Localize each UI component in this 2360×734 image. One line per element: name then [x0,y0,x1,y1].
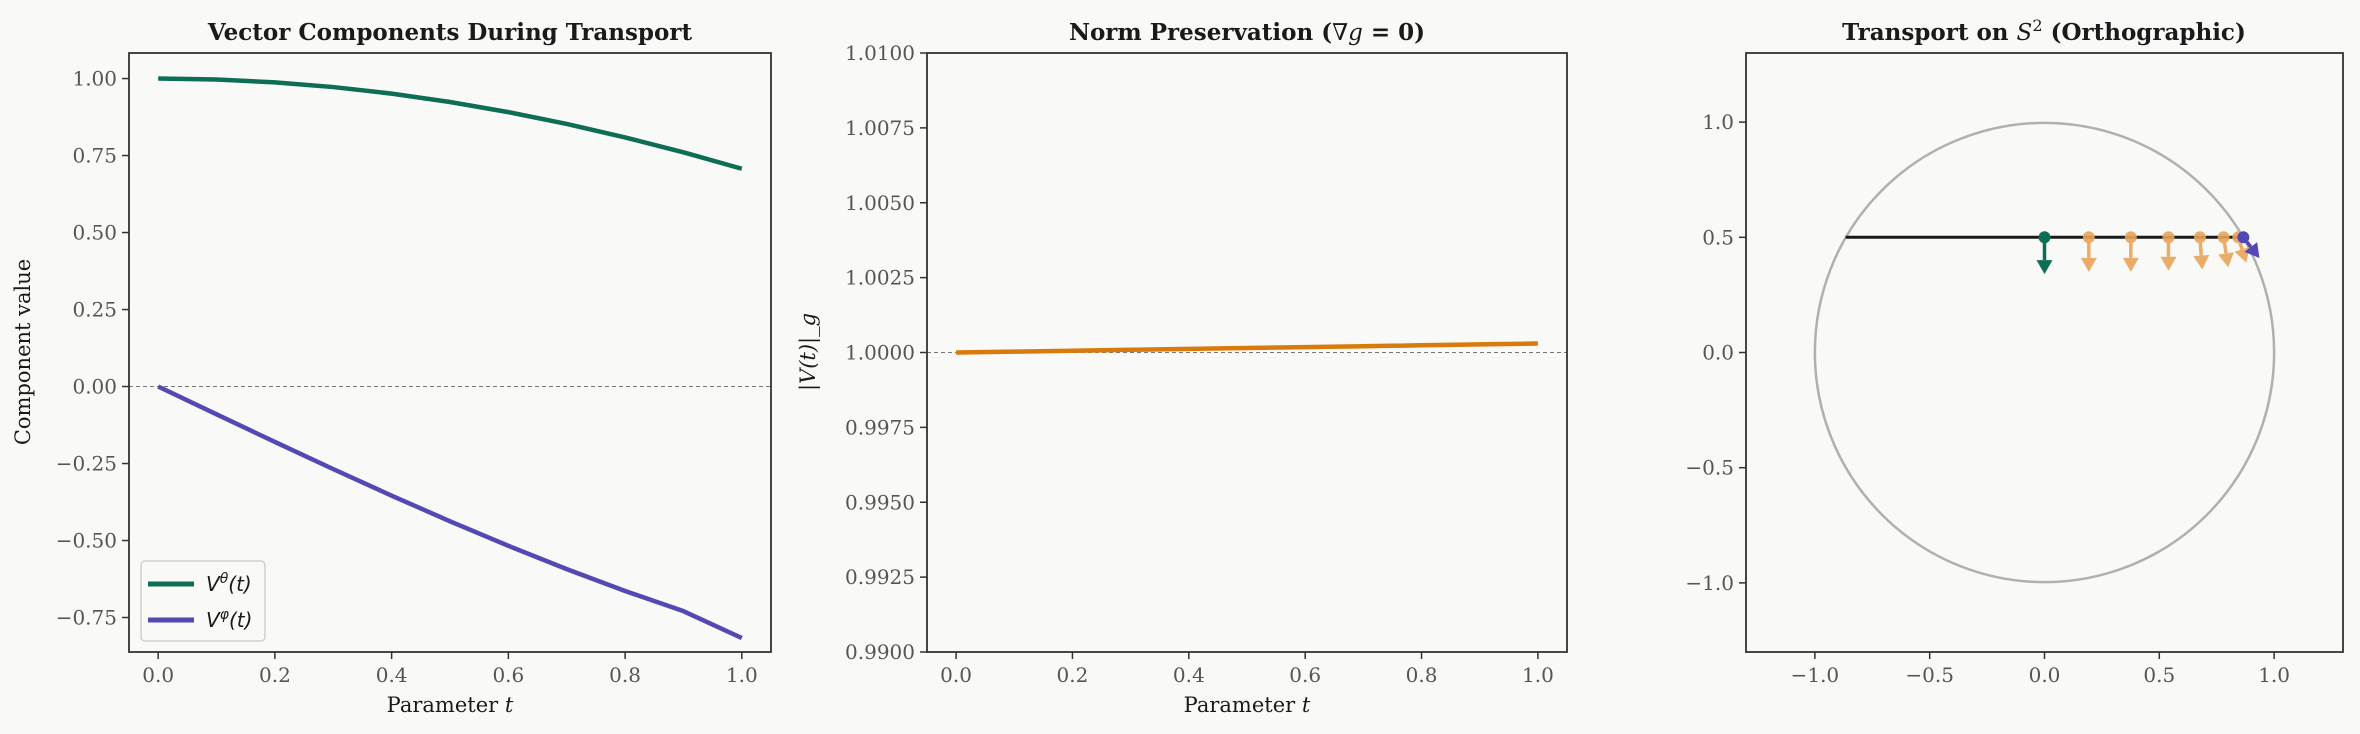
transported-vector [2217,231,2234,268]
x-tick-label: 0.2 [259,663,291,687]
transported-vector [2193,231,2210,270]
panel-vector-components: Vector Components During Transport Param… [11,19,772,717]
panel-title: Norm Preservation (∇g = 0) [1069,19,1425,46]
y-tick-label: 0.9900 [845,640,915,664]
vector-arrowhead [2244,242,2260,259]
y-tick-label: 1.0025 [845,266,915,290]
y-axis-label: |V(t)|_g [796,313,821,391]
y-tick-label: 1.00 [72,67,117,91]
y-tick-label: 0.9950 [845,490,915,514]
y-tick-label: 1.0000 [845,341,915,365]
series-line-first [956,341,1538,355]
legend-label: Vφ(t) [206,607,252,632]
transported-vector [2237,231,2260,259]
y-tick-label: 0.75 [72,144,117,168]
series-line-first [158,76,743,171]
y-tick-label: 0.5 [1702,225,1734,249]
x-tick-label: −1.0 [1791,663,1840,687]
vector-arrowhead [2080,257,2097,272]
x-tick-label: 0.6 [1289,663,1321,687]
vector-base-point [2217,231,2230,244]
y-axis-label: Component value [11,259,35,445]
vector-base-point [2237,231,2250,244]
x-tick-label: 0.0 [142,663,174,687]
vector-base-point [2193,231,2206,244]
vector-arrowhead [2036,260,2053,275]
panel-title: Transport on S2 (Orthographic) [1842,16,2246,47]
x-tick-label: 0.4 [376,663,408,687]
panel-sphere-transport: Transport on S2 (Orthographic) −1.0 −0.5 0… [1685,16,2344,687]
y-tick-label: −1.0 [1685,571,1734,595]
x-tick-label: −0.5 [1905,663,1954,687]
y-tick-label: 0.50 [72,221,117,245]
sphere-outline [1813,121,2276,584]
plot-area [129,76,771,641]
x-axis-label: Parameter t [1184,693,1311,717]
y-tick-label: 1.0075 [845,116,915,140]
panel-norm-preservation: Norm Preservation (∇g = 0) Parameter t |… [796,19,1568,717]
axes-frame [128,52,772,653]
vector-base-point [2162,231,2175,244]
panel-title: Vector Components During Transport [207,19,693,46]
transported-vector [2036,231,2053,275]
x-tick-label: 1.0 [726,663,758,687]
axes-frame [926,52,1568,653]
plot-area [1813,121,2276,584]
y-tick-label: 0.0 [1702,341,1734,365]
transported-vector [2080,231,2097,272]
series-line-second [157,384,743,641]
x-tick-label: 0.8 [1406,663,1438,687]
legend: Vθ(t) Vφ(t) [140,560,266,642]
y-tick-label: 1.0100 [845,41,915,65]
x-tick-label: 1.0 [2258,663,2290,687]
plot-area [927,341,1567,355]
y-tick-label: 0.25 [72,298,117,322]
axes-frame [1745,52,2344,653]
vector-base-point [2038,231,2051,244]
y-tick-label: −0.5 [1685,456,1734,480]
x-tick-label: 1.0 [1522,663,1554,687]
y-tick-label: 0.00 [72,375,117,399]
x-tick-label: 0.6 [492,663,524,687]
x-tick-label: 0.2 [1057,663,1089,687]
vector-arrowhead [2218,252,2234,268]
y-tick-label: 1.0050 [845,191,915,215]
x-tick-label: 0.5 [2143,663,2175,687]
x-axis-label: Parameter t [387,693,514,717]
y-tick-label: −0.25 [56,452,117,476]
y-tick-label: 1.0 [1702,110,1734,134]
vector-base-point [2082,231,2095,244]
legend-label: Vθ(t) [206,571,252,596]
y-tick-label: −0.50 [56,529,117,553]
vector-arrowhead [2193,255,2210,270]
y-tick-label: 0.9975 [845,415,915,439]
transported-vector [2160,231,2177,271]
y-tick-label: −0.75 [56,606,117,630]
x-tick-label: 0.0 [2029,663,2061,687]
y-tick-label: 0.9925 [845,565,915,589]
vector-base-point [2124,231,2137,244]
vector-arrowhead [2160,256,2177,271]
x-tick-label: 0.0 [940,663,972,687]
transported-vector [2122,231,2139,272]
x-tick-label: 0.4 [1173,663,1205,687]
x-tick-label: 0.8 [609,663,641,687]
vector-arrowhead [2122,257,2139,272]
